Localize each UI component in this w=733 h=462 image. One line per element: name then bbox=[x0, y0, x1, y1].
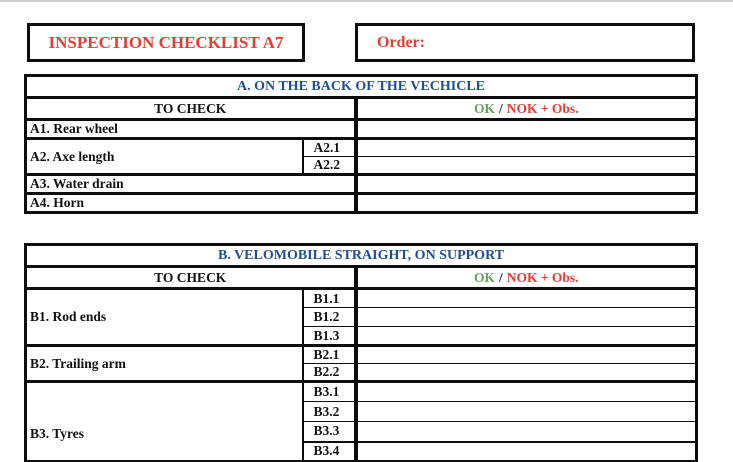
result-cell[interactable] bbox=[353, 156, 698, 175]
result-cell[interactable] bbox=[353, 287, 698, 308]
table-row: B1. Rod ends B1.1 bbox=[25, 287, 698, 346]
table-row: A3. Water drain bbox=[25, 173, 698, 194]
nok-label: NOK + Obs. bbox=[506, 269, 579, 285]
table-section-b: B. VELOMOBILE STRAIGHT, ON SUPPORT TO CH… bbox=[24, 243, 699, 462]
sub-code-cell: B1.3 bbox=[301, 326, 356, 346]
result-cell[interactable] bbox=[353, 363, 698, 382]
slash-separator: / bbox=[498, 269, 503, 285]
slash-separator: / bbox=[498, 100, 503, 116]
ok-label: OK bbox=[473, 100, 495, 116]
result-cell[interactable] bbox=[353, 421, 698, 442]
table-row: A2. Axe length A2.1 bbox=[25, 137, 698, 175]
table-row: B1.3 bbox=[26, 326, 698, 346]
sub-code-cell: B1.2 bbox=[301, 307, 356, 327]
table-row: B2. Trailing arm B2.1 bbox=[25, 344, 698, 382]
result-header: OK / NOK + Obs. bbox=[353, 97, 698, 121]
checklist-item-label: A3. Water drain bbox=[25, 173, 356, 194]
table-row: B2.2 bbox=[26, 363, 698, 382]
result-header: OK / NOK + Obs. bbox=[353, 266, 698, 290]
order-box: Order: bbox=[355, 23, 695, 62]
to-check-header: TO CHECK bbox=[25, 97, 356, 121]
checklist-item-label: A2. Axe length bbox=[25, 137, 303, 175]
section-a-header: A. ON THE BACK OF THE VECHICLE bbox=[24, 75, 698, 99]
ok-label: OK bbox=[473, 269, 495, 285]
table-row: A4. Horn bbox=[25, 192, 698, 213]
sub-code-cell: B2.2 bbox=[301, 363, 356, 382]
table-row: B3. Tyres B3.1 bbox=[25, 380, 698, 462]
section-b-header: B. VELOMOBILE STRAIGHT, ON SUPPORT bbox=[24, 244, 698, 268]
order-label: Order: bbox=[377, 33, 425, 51]
nok-label: NOK + Obs. bbox=[506, 100, 579, 116]
checklist-item-label: A4. Horn bbox=[25, 192, 356, 213]
result-cell[interactable] bbox=[353, 344, 698, 364]
result-cell[interactable] bbox=[353, 173, 698, 194]
page-title: INSPECTION CHECKLIST A7 bbox=[48, 32, 284, 52]
table-row: TO CHECK OK / NOK + Obs. bbox=[25, 97, 698, 121]
table-section-a: A. ON THE BACK OF THE VECHICLE TO CHECK … bbox=[24, 74, 699, 214]
sub-code-cell: B3.3 bbox=[301, 421, 356, 442]
table-row: B3.4 bbox=[26, 440, 698, 462]
checklist-item-label: B2. Trailing arm bbox=[25, 344, 303, 382]
checklist-item-label: B3. Tyres bbox=[25, 380, 303, 462]
sub-code-cell: B3.4 bbox=[301, 440, 356, 462]
result-cell[interactable] bbox=[353, 440, 698, 462]
top-edge-line bbox=[0, 0, 733, 2]
result-cell[interactable] bbox=[353, 137, 698, 157]
result-cell[interactable] bbox=[353, 192, 698, 213]
sub-code-cell: A2.2 bbox=[301, 156, 356, 175]
checklist-item-label: B1. Rod ends bbox=[25, 287, 303, 346]
result-cell[interactable] bbox=[353, 307, 698, 327]
to-check-header: TO CHECK bbox=[25, 266, 356, 290]
inspection-title-box: INSPECTION CHECKLIST A7 bbox=[27, 23, 305, 62]
result-cell[interactable] bbox=[353, 401, 698, 422]
order-value-area[interactable] bbox=[425, 26, 692, 59]
checklist-item-label: A1. Rear wheel bbox=[25, 118, 356, 139]
result-cell[interactable] bbox=[353, 118, 698, 139]
table-row: B3.2 bbox=[26, 401, 698, 422]
sub-code-cell: A2.1 bbox=[301, 137, 356, 157]
result-cell[interactable] bbox=[353, 380, 698, 402]
table-row: B3.3 bbox=[26, 421, 698, 442]
sub-code-cell: B1.1 bbox=[301, 287, 356, 308]
table-row: A. ON THE BACK OF THE VECHICLE bbox=[24, 75, 698, 99]
table-row: TO CHECK OK / NOK + Obs. bbox=[25, 266, 698, 290]
result-cell[interactable] bbox=[353, 326, 698, 346]
table-row: B. VELOMOBILE STRAIGHT, ON SUPPORT bbox=[24, 244, 698, 268]
sub-code-cell: B3.2 bbox=[301, 401, 356, 422]
sub-code-cell: B2.1 bbox=[301, 344, 356, 364]
sub-code-cell: B3.1 bbox=[301, 380, 356, 402]
table-row: A1. Rear wheel bbox=[25, 118, 698, 139]
